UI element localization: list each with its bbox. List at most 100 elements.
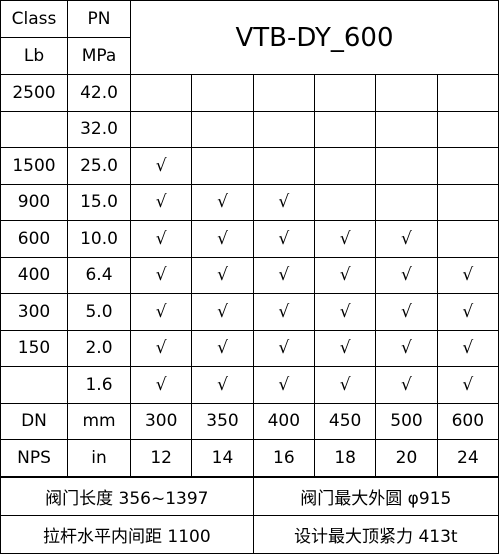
class-cell: 2500 <box>0 74 68 112</box>
check-cell <box>375 183 438 221</box>
size-cell: 600 <box>436 402 500 440</box>
check-cell: √ <box>313 220 377 258</box>
class-cell: 400 <box>0 256 68 294</box>
check-cell <box>436 220 500 258</box>
mpa-header: MPa <box>67 37 131 75</box>
size-cell: 20 <box>375 439 438 477</box>
check-cell: √ <box>252 293 315 331</box>
size-row: DN mm 300 350 400 450 500 600 <box>0 402 500 440</box>
class-header: Class <box>0 0 68 38</box>
pn-cell: 2.0 <box>67 329 131 367</box>
check-cell: √ <box>191 256 254 294</box>
pn-cell: 5.0 <box>67 293 131 331</box>
check-cell: √ <box>375 220 438 258</box>
size-cell: 14 <box>191 439 254 477</box>
size-cell: NPS <box>0 439 68 477</box>
check-cell: √ <box>129 147 193 185</box>
pn-header: PN <box>67 0 131 38</box>
check-cell <box>129 110 193 148</box>
check-cell <box>313 110 377 148</box>
pressure-row: 900 15.0 √ √ √ <box>0 183 500 221</box>
check-cell <box>191 110 254 148</box>
check-cell: √ <box>252 183 315 221</box>
check-cell: √ <box>252 366 315 404</box>
check-cell <box>191 147 254 185</box>
check-cell <box>252 110 315 148</box>
check-cell <box>129 74 193 112</box>
check-cell: √ <box>252 256 315 294</box>
check-cell <box>252 147 315 185</box>
check-cell: √ <box>129 366 193 404</box>
check-cell <box>191 74 254 112</box>
class-cell <box>0 110 68 148</box>
pn-cell: 25.0 <box>67 147 131 185</box>
pressure-row: 1.6 √ √ √ √ √ √ <box>0 366 500 404</box>
check-cell: √ <box>252 329 315 367</box>
check-cell <box>375 147 438 185</box>
class-cell <box>0 366 68 404</box>
check-cell: √ <box>129 329 193 367</box>
size-cell: 18 <box>313 439 377 477</box>
pressure-row: 32.0 <box>0 110 500 148</box>
size-cell: 300 <box>129 402 193 440</box>
check-cell: √ <box>191 329 254 367</box>
check-cell: √ <box>191 366 254 404</box>
footer-row: 拉杆水平内间距 1100 设计最大顶紧力 413t <box>0 514 500 554</box>
header-row: Lb MPa <box>0 37 499 75</box>
size-cell: mm <box>67 402 131 440</box>
check-cell: √ <box>129 293 193 331</box>
pn-cell: 32.0 <box>67 110 131 148</box>
check-cell: √ <box>313 293 377 331</box>
check-cell: √ <box>375 366 438 404</box>
check-cell <box>436 110 500 148</box>
check-cell: √ <box>313 366 377 404</box>
pressure-row: 400 6.4 √ √ √ √ √ √ <box>0 256 500 294</box>
check-cell: √ <box>191 293 254 331</box>
check-cell: √ <box>375 293 438 331</box>
footer-cell: 阀门最大外圆 φ915 <box>252 475 500 516</box>
check-cell <box>313 74 377 112</box>
class-cell: 900 <box>0 183 68 221</box>
check-cell: √ <box>375 256 438 294</box>
check-cell <box>252 74 315 112</box>
check-cell: √ <box>436 366 500 404</box>
class-cell: 600 <box>0 220 68 258</box>
footer-cell: 拉杆水平内间距 1100 <box>0 514 254 554</box>
footer-cell: 设计最大顶紧力 413t <box>252 514 500 554</box>
check-cell <box>436 183 500 221</box>
size-row: NPS in 12 14 16 18 20 24 <box>0 439 500 477</box>
check-cell: √ <box>375 329 438 367</box>
size-cell: 16 <box>252 439 315 477</box>
check-cell: √ <box>191 220 254 258</box>
pn-cell: 42.0 <box>67 74 131 112</box>
pn-cell: 10.0 <box>67 220 131 258</box>
pressure-row: 150 2.0 √ √ √ √ √ √ <box>0 329 500 367</box>
footer-row: 阀门长度 356~1397 阀门最大外圆 φ915 <box>0 475 500 516</box>
check-cell <box>313 147 377 185</box>
footer-cell: 阀门长度 356~1397 <box>0 475 254 516</box>
header-row: Class PN VTB-DY_600 <box>0 0 499 75</box>
size-cell: DN <box>0 402 68 440</box>
check-cell: √ <box>313 256 377 294</box>
size-cell: 500 <box>375 402 438 440</box>
check-cell <box>436 147 500 185</box>
check-cell: √ <box>252 220 315 258</box>
size-cell: 450 <box>313 402 377 440</box>
pn-cell: 15.0 <box>67 183 131 221</box>
size-cell: 350 <box>191 402 254 440</box>
size-cell: 400 <box>252 402 315 440</box>
pressure-row: 2500 42.0 <box>0 74 500 112</box>
check-cell: √ <box>436 329 500 367</box>
class-cell: 150 <box>0 329 68 367</box>
size-cell: 24 <box>436 439 500 477</box>
class-cell: 300 <box>0 293 68 331</box>
check-cell <box>313 183 377 221</box>
check-cell: √ <box>313 329 377 367</box>
check-cell: √ <box>191 183 254 221</box>
check-cell: √ <box>436 293 500 331</box>
class-cell: 1500 <box>0 147 68 185</box>
pn-cell: 6.4 <box>67 256 131 294</box>
size-cell: in <box>67 439 131 477</box>
title: VTB-DY_600 <box>130 0 499 75</box>
